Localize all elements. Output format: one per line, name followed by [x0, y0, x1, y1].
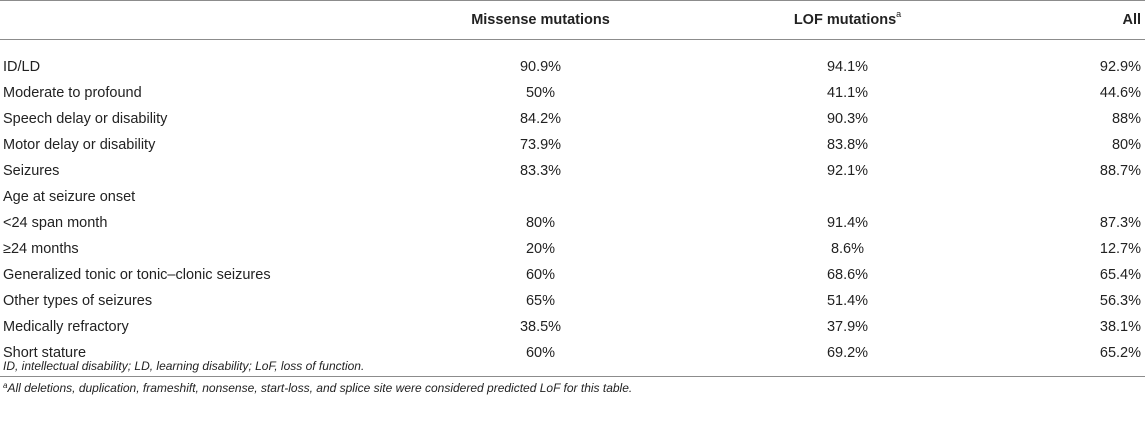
results-table-container: Missense mutations LOF mutationsa All ID…	[0, 0, 1145, 377]
table-row: Seizures 83.3% 92.1% 88.7%	[0, 158, 1145, 184]
table-footnotes: ID, intellectual disability; LD, learnin…	[3, 355, 632, 399]
lof-value-cell: 8.6%	[830, 241, 865, 257]
missense-value-cell: 90.9%	[519, 59, 562, 75]
all-value-cell: 88%	[1111, 111, 1141, 127]
missense-value-cell: 60%	[525, 267, 556, 283]
table-row: Medically refractory 38.5% 37.9% 38.1%	[0, 314, 1145, 340]
table-body: ID/LD 90.9% 94.1% 92.9% Moderate to profound…	[0, 40, 1145, 377]
table-row: Speech delay or disability 84.2% 90.3% 88%	[0, 106, 1145, 132]
row-label-cell: Moderate to profound	[3, 85, 142, 101]
table-row: ID/LD 90.9% 94.1% 92.9%	[0, 40, 1145, 81]
all-value-cell: 65.4%	[1099, 267, 1141, 283]
row-label-cell: <24 span month	[3, 215, 108, 231]
lof-footnote: aAll deletions, duplication, frameshift,…	[3, 377, 632, 399]
header-all-text: All	[1122, 12, 1141, 28]
all-value-cell: 80%	[1111, 137, 1141, 153]
all-value-cell: 12.7%	[1099, 241, 1141, 257]
missense-value-cell: 20%	[525, 241, 556, 257]
row-label-cell: Short stature	[0, 340, 387, 377]
header-all: All	[1001, 0, 1145, 40]
abbreviations-footnote: ID, intellectual disability; LD, learnin…	[3, 359, 365, 373]
missense-value-cell: 60%	[387, 340, 694, 377]
lof-value-cell: 90.3%	[826, 111, 869, 127]
missense-value-cell: 83.3%	[519, 163, 562, 179]
table-row: Age at seizure onset	[0, 184, 1145, 210]
row-label-cell: Medically refractory	[3, 319, 129, 335]
missense-value-cell: 65%	[525, 293, 556, 309]
table-row: Motor delay or disability 73.9% 83.8% 80%	[0, 132, 1145, 158]
table-row: Short stature 60% 69.2% 65.2%	[0, 340, 1145, 377]
table-row: Generalized tonic or tonic–clonic seizur…	[0, 262, 1145, 288]
row-label-cell: Motor delay or disability	[3, 137, 156, 153]
row-label-cell: Other types of seizures	[3, 293, 153, 309]
all-value-cell: 87.3%	[1099, 215, 1141, 231]
missense-value-cell	[387, 184, 694, 210]
lof-value-cell: 94.1%	[826, 59, 869, 75]
lof-value-cell: 92.1%	[826, 163, 869, 179]
lof-value-cell: 69.2%	[694, 340, 1001, 377]
missense-value-cell: 73.9%	[519, 137, 562, 153]
all-value-cell: 44.6%	[1099, 85, 1141, 101]
lof-value-cell: 68.6%	[826, 267, 869, 283]
all-value-cell	[1001, 184, 1145, 210]
table-row: Other types of seizures 65% 51.4% 56.3%	[0, 288, 1145, 314]
table-row: ≥24 months 20% 8.6% 12.7%	[0, 236, 1145, 262]
table-row: Moderate to profound 50% 41.1% 44.6%	[0, 80, 1145, 106]
missense-value-cell: 38.5%	[519, 319, 562, 335]
all-value-cell: 92.9%	[1099, 59, 1141, 75]
row-label-cell: Age at seizure onset	[3, 189, 136, 205]
row-label-cell: Generalized tonic or tonic–clonic seizur…	[3, 267, 271, 283]
all-value-cell: 38.1%	[1099, 319, 1141, 335]
row-label-cell: Seizures	[3, 163, 60, 179]
results-table: Missense mutations LOF mutationsa All ID…	[0, 0, 1145, 377]
lof-value-cell: 41.1%	[826, 85, 869, 101]
lof-value-cell: 37.9%	[826, 319, 869, 335]
all-value-cell: 88.7%	[1099, 163, 1141, 179]
header-missense: Missense mutations	[387, 0, 694, 40]
header-label-column	[0, 0, 387, 40]
row-label-cell: Speech delay or disability	[3, 111, 168, 127]
row-label-cell: ID/LD	[3, 59, 41, 75]
all-value-cell: 65.2%	[1001, 340, 1145, 377]
missense-value-cell: 50%	[525, 85, 556, 101]
table-header: Missense mutations LOF mutationsa All	[0, 0, 1145, 40]
missense-value-cell: 84.2%	[519, 111, 562, 127]
lof-value-cell: 83.8%	[826, 137, 869, 153]
table-row: <24 span month 80% 91.4% 87.3%	[0, 210, 1145, 236]
header-lof: LOF mutationsa	[694, 0, 1001, 40]
header-row: Missense mutations LOF mutationsa All	[0, 0, 1145, 40]
lof-value-cell	[694, 184, 1001, 210]
lof-footnote-text: All deletions, duplication, frameshift, …	[7, 381, 633, 395]
lof-value-cell: 91.4%	[826, 215, 869, 231]
row-label-cell: ≥24 months	[3, 241, 79, 257]
header-lof-footnote-marker: a	[896, 9, 902, 19]
lof-footnote-marker: a	[3, 381, 8, 390]
header-lof-text: LOF mutations	[793, 12, 897, 28]
all-value-cell: 56.3%	[1099, 293, 1141, 309]
lof-value-cell: 51.4%	[826, 293, 869, 309]
header-missense-text: Missense mutations	[471, 12, 610, 28]
missense-value-cell: 80%	[525, 215, 556, 231]
